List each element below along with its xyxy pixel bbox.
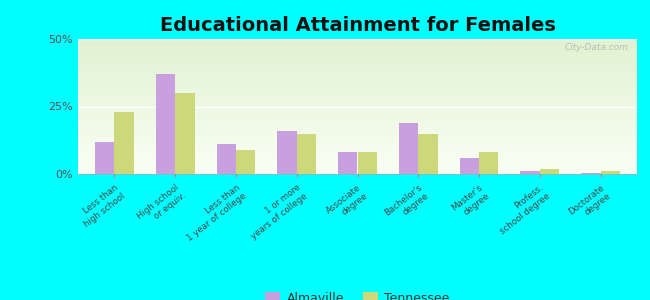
Bar bbox=[176, 93, 194, 174]
Bar bbox=[338, 152, 358, 174]
Bar bbox=[236, 150, 255, 174]
Title: Educational Attainment for Females: Educational Attainment for Females bbox=[159, 16, 556, 35]
Bar bbox=[278, 131, 297, 174]
Bar bbox=[521, 171, 539, 174]
Bar bbox=[581, 173, 601, 174]
Bar bbox=[540, 169, 559, 174]
Bar bbox=[601, 171, 620, 174]
Bar bbox=[460, 158, 479, 174]
Text: City-Data.com: City-Data.com bbox=[565, 43, 629, 52]
Bar bbox=[479, 152, 499, 174]
Bar bbox=[156, 74, 176, 174]
Bar bbox=[297, 134, 316, 174]
Bar bbox=[216, 144, 236, 174]
Bar bbox=[95, 142, 114, 174]
Bar bbox=[114, 112, 134, 174]
Legend: Almaville, Tennessee: Almaville, Tennessee bbox=[261, 286, 454, 300]
Bar bbox=[399, 123, 418, 174]
Bar bbox=[418, 134, 437, 174]
Bar bbox=[358, 152, 377, 174]
